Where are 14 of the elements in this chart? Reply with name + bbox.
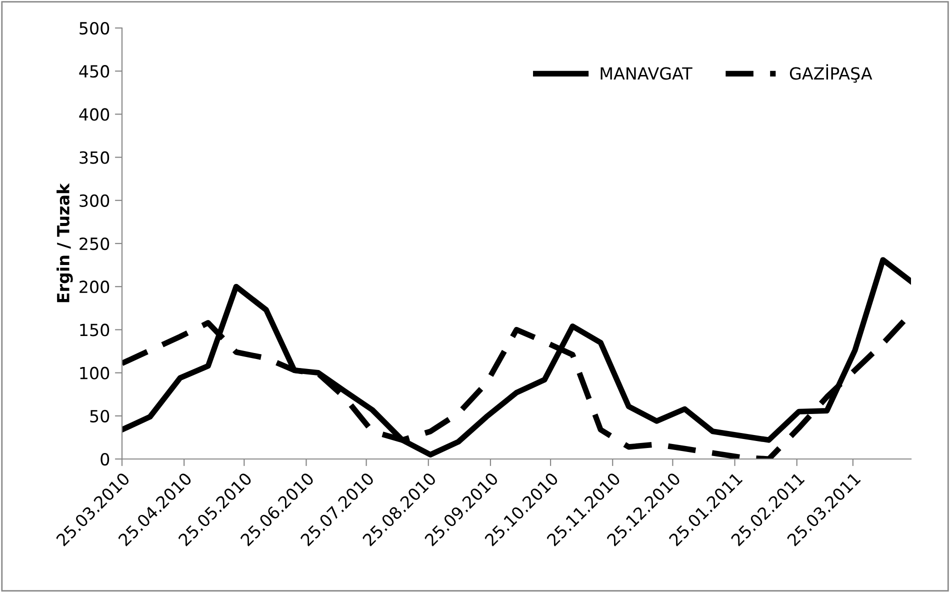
y-tick-label: 300 [80, 194, 110, 207]
y-tick-label: 50 [90, 410, 110, 422]
y-tick-label: 100 [80, 366, 110, 380]
y-tick-label: 450 [79, 65, 110, 78]
y-tick-label: 350 [80, 151, 110, 164]
y-axis-title: Ergin / Tuzak [56, 183, 73, 302]
y-tick-label: 400 [79, 108, 110, 121]
y-tick-label: 0 [100, 452, 110, 466]
legend-label: GAZİPAŞA [790, 64, 872, 83]
y-tick-label: 250 [80, 237, 110, 250]
legend-label: MANAVGAT [600, 67, 692, 80]
y-tick-label: 200 [80, 280, 110, 294]
y-tick-label: 150 [80, 324, 110, 336]
y-tick-label: 500 [80, 22, 110, 35]
